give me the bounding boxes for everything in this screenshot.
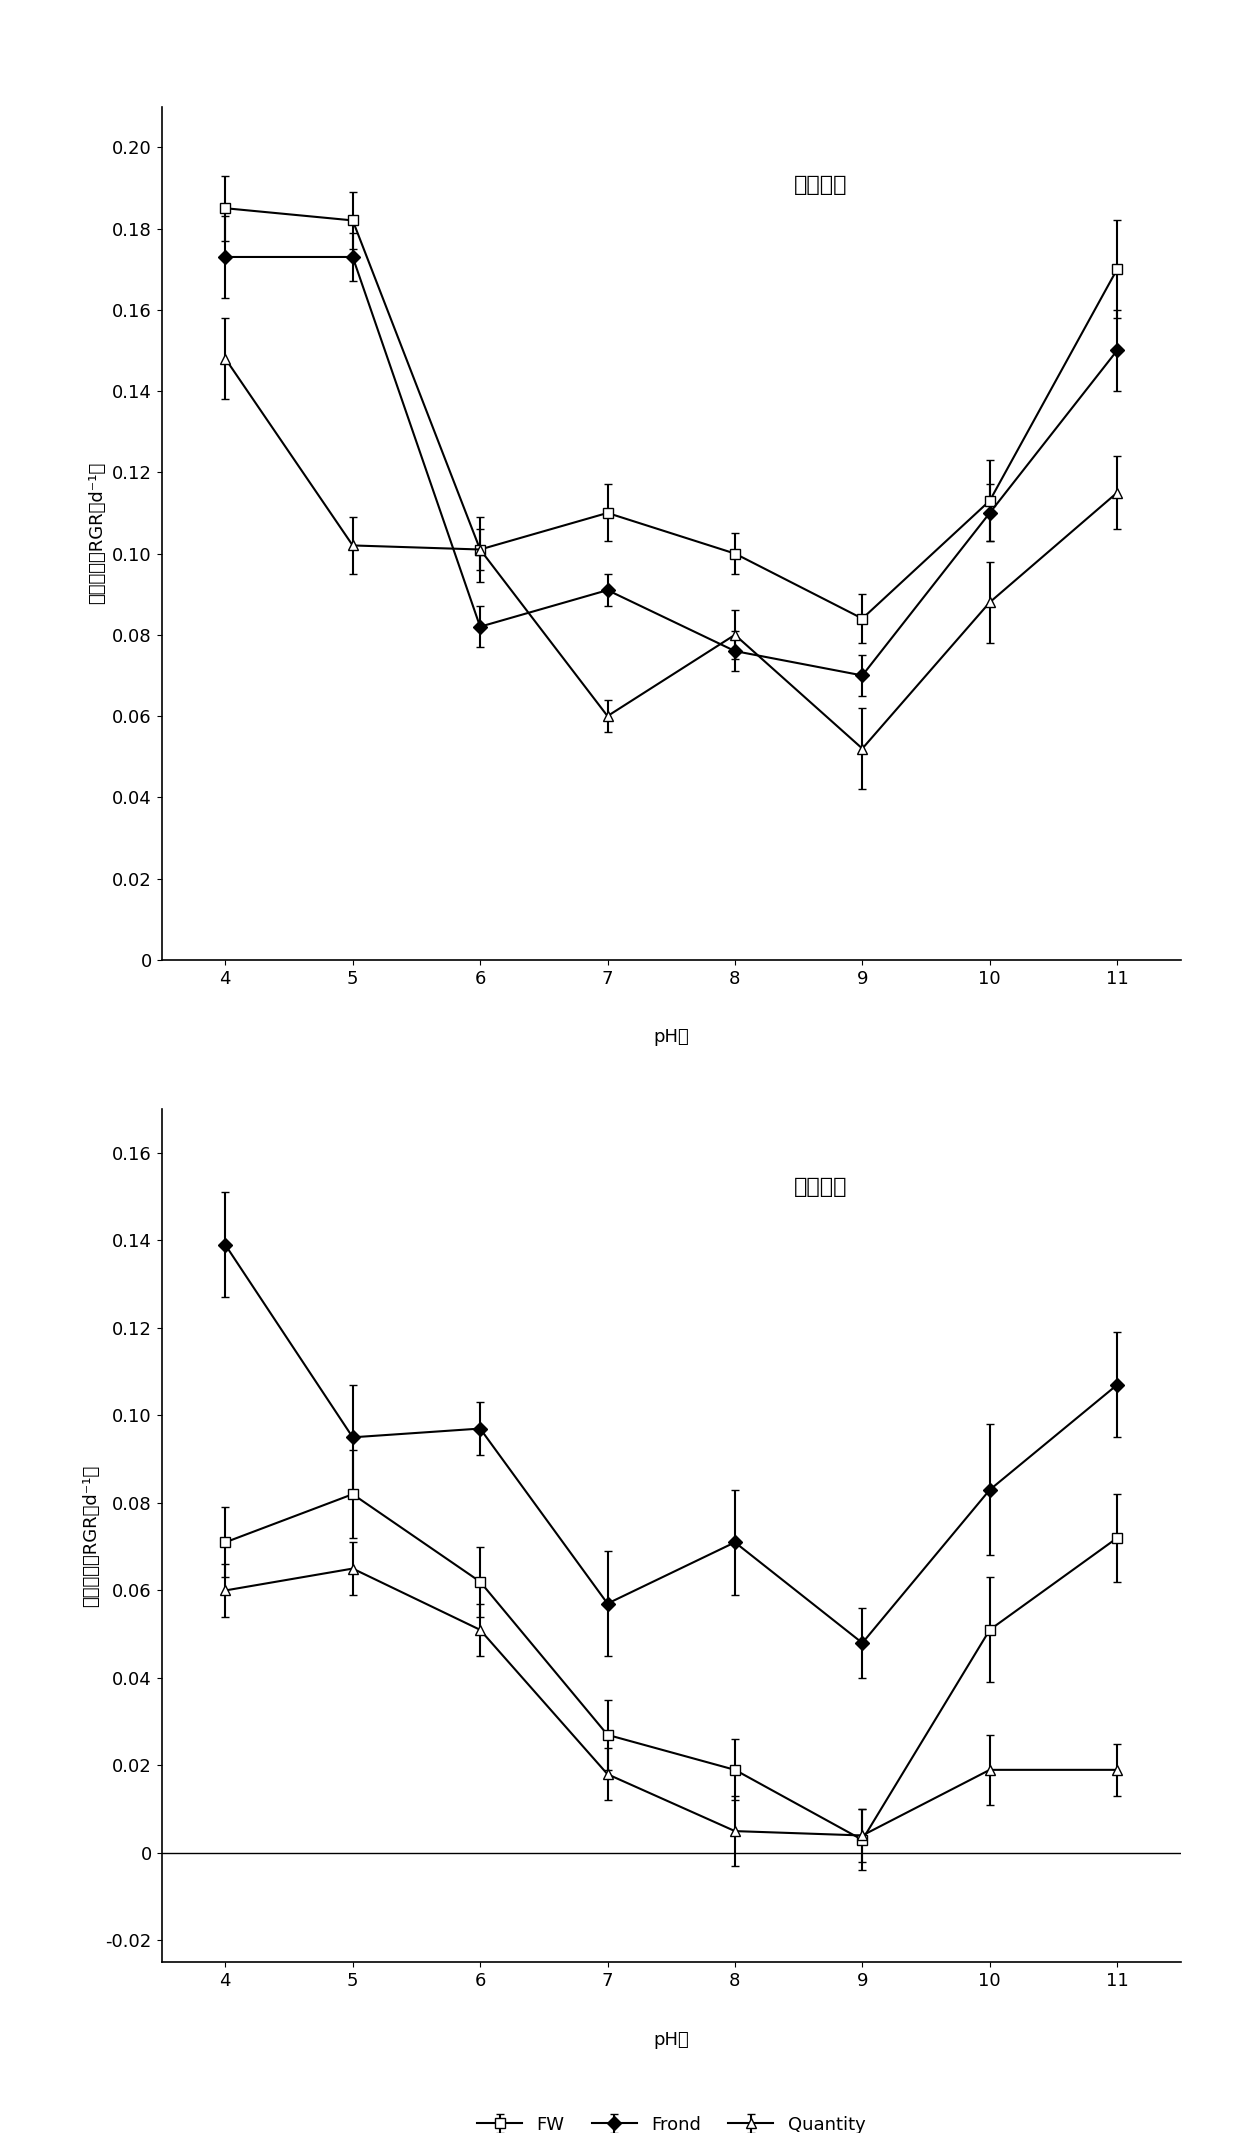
Legend: FW, Frond, Quantity: FW, Frond, Quantity bbox=[470, 1107, 873, 1139]
Text: pH值: pH值 bbox=[654, 1028, 689, 1045]
Legend: FW, Frond, Quantity: FW, Frond, Quantity bbox=[470, 2110, 873, 2133]
Text: 多根紫萍: 多根紫萍 bbox=[793, 1177, 846, 1197]
Y-axis label: 相对生长率RGR（d⁻¹）: 相对生长率RGR（d⁻¹） bbox=[82, 1465, 101, 1606]
Text: pH值: pH值 bbox=[654, 2031, 689, 2048]
Y-axis label: 相对生长率RGR（d⁻¹）: 相对生长率RGR（d⁻¹） bbox=[88, 463, 107, 604]
Text: b: b bbox=[665, 1216, 677, 1235]
Text: 少根紫萍: 少根紫萍 bbox=[793, 175, 846, 194]
